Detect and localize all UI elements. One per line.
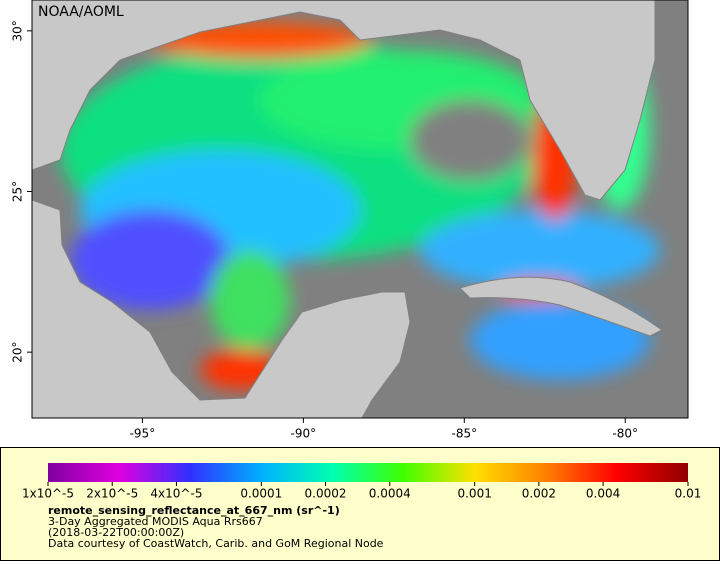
land-mexico — [32, 199, 411, 418]
legend-variable: remote_sensing_reflectance_at_667_nm (sr… — [48, 504, 340, 517]
colorbar-tick-label: 0.0001 — [240, 487, 282, 501]
colorbar-tick-label: 0.0004 — [369, 487, 411, 501]
legend-line: Data courtesy of CoastWatch, Carib. and … — [48, 537, 384, 550]
colorbar-tick-label: 2x10^-5 — [86, 487, 138, 501]
x-tick-label: -90° — [291, 427, 317, 441]
land-north — [32, 0, 656, 201]
colorbar-tick-label: 0.004 — [586, 487, 620, 501]
colorbar-tick-label: 4x10^-5 — [150, 487, 202, 501]
y-tick-label: 30° — [11, 20, 25, 41]
colorbar-tick-label: 1x10^-5 — [22, 487, 74, 501]
y-tick-label: 25° — [11, 181, 25, 202]
x-tick-label: -85° — [451, 427, 477, 441]
colorbar-tick-label: 0.0002 — [305, 487, 347, 501]
map-title: NOAA/AOML — [38, 4, 124, 20]
colorbar — [48, 463, 688, 482]
x-tick-label: -95° — [130, 427, 156, 441]
colorbar-tick-label: 0.01 — [675, 487, 702, 501]
x-tick-label: -80° — [612, 427, 638, 441]
map-frame — [31, 0, 689, 419]
colorbar-tick-label: 0.001 — [457, 487, 491, 501]
map: NOAA/AOML — [32, 0, 688, 418]
y-tick-label: 20° — [11, 341, 25, 362]
colorbar-tick-label: 0.002 — [522, 487, 556, 501]
land-cuba — [459, 276, 663, 337]
legend-line: (2018-03-22T00:00:00Z) — [48, 526, 184, 539]
legend-line: 3-Day Aggregated MODIS Aqua Rrs667 — [48, 515, 263, 528]
